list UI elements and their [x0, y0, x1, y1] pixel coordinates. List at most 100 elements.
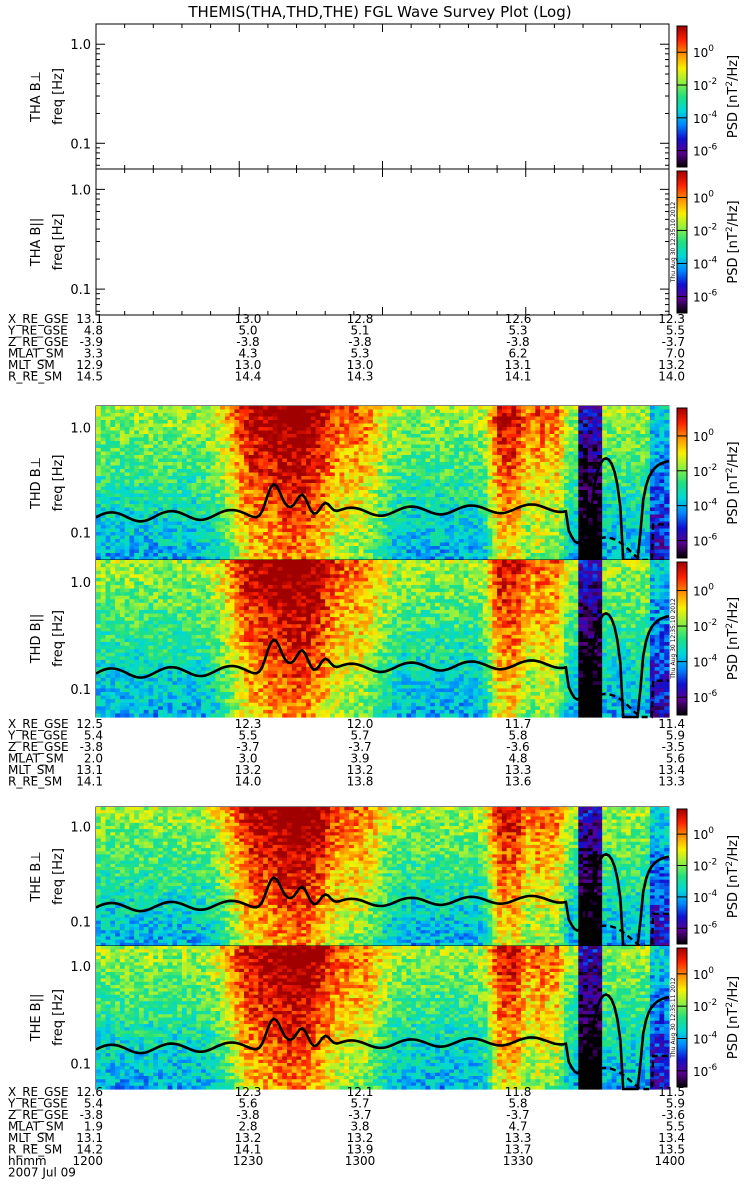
spectrogram-cell [372, 511, 379, 516]
spectrogram-cell [501, 486, 508, 491]
spectrogram-cell [392, 409, 398, 414]
spectrogram-cell [387, 420, 393, 425]
spectrogram-cell [291, 525, 298, 530]
spectrogram-cell [544, 409, 551, 414]
spectrogram-cell [296, 497, 302, 502]
spectrogram-cell [306, 525, 312, 530]
spectrogram-cell [334, 493, 341, 498]
spectrogram-cell [301, 423, 307, 428]
spectrogram-cell [415, 455, 422, 460]
spectrogram-cell [110, 444, 116, 449]
spectrogram-cell [162, 500, 169, 505]
spectrogram-cell [134, 448, 140, 453]
spectrogram-cell [105, 486, 111, 491]
spectrogram-cell [439, 444, 446, 449]
spectrogram-cell [244, 518, 250, 523]
spectrogram-cell [191, 535, 197, 540]
spectrogram-cell [506, 420, 513, 425]
spectrogram-cell [363, 448, 369, 453]
spectrogram-cell [134, 420, 140, 425]
spectrogram-cell [110, 423, 116, 428]
spectrogram-cell [344, 462, 350, 467]
spectrogram-cell [449, 525, 455, 530]
spectrogram-cell [368, 469, 374, 474]
spectrogram-cell [272, 504, 279, 509]
spectrogram-cell [191, 469, 197, 474]
spectrogram-cell [325, 444, 331, 449]
spectrogram-cell [239, 514, 245, 519]
spectrogram-cell [382, 472, 388, 477]
spectrogram-cell [358, 441, 365, 446]
spectrogram-cell [339, 465, 345, 470]
spectrogram-cell [96, 416, 102, 421]
spectrogram-cell [430, 406, 436, 411]
spectrogram-cell [358, 549, 365, 554]
spectrogram-cell [549, 427, 556, 432]
spectrogram-cell [516, 490, 522, 495]
spectrogram-cell [478, 423, 484, 428]
spectrogram-cell [282, 546, 288, 551]
spectrogram-cell [124, 511, 131, 516]
spectrogram-cell [181, 413, 188, 418]
spectrogram-cell [602, 514, 608, 519]
spectrogram-cell [406, 556, 412, 561]
spectrogram-cell [315, 549, 322, 554]
spectrogram-cell [473, 500, 479, 505]
spectrogram-cell [248, 469, 255, 474]
spectrogram-cell [544, 535, 551, 540]
spectrogram-cell [501, 406, 508, 411]
spectrogram-cell [353, 472, 360, 477]
spectrogram-cell [153, 472, 159, 477]
spectrogram-cell [339, 553, 345, 558]
spectrogram-cell [482, 490, 489, 495]
spectrogram-cell [458, 409, 465, 414]
spectrogram-cell [549, 504, 556, 509]
spectrogram-cell [573, 437, 579, 442]
spectrogram-cell [516, 549, 522, 554]
spectrogram-cell [382, 451, 388, 456]
spectrogram-cell [172, 423, 178, 428]
spectrogram-cell [430, 514, 436, 519]
spectrogram-cell [372, 409, 379, 414]
spectrogram-cell [310, 518, 317, 523]
spectrogram-cell [134, 511, 140, 516]
spectrogram-cell [549, 528, 556, 533]
spectrogram-cell [415, 507, 422, 512]
spectrogram-cell [153, 483, 159, 488]
spectrogram-cell [239, 441, 245, 446]
spectrogram-cell [310, 539, 317, 544]
spectrogram-cell [468, 434, 474, 439]
spectrogram-cell [253, 465, 259, 470]
spectrogram-cell [478, 458, 484, 463]
spectrogram-cell [248, 472, 255, 477]
spectrogram-cell [444, 465, 450, 470]
spectrogram-cell [568, 413, 575, 418]
spectrogram-cell [401, 556, 407, 561]
spectrogram-cell [234, 427, 240, 432]
spectrogram-cell [306, 483, 312, 488]
spectrogram-cell [368, 430, 374, 435]
spectrogram-cell [458, 441, 465, 446]
spectrogram-cell [239, 479, 245, 484]
spectrogram-cell [482, 518, 489, 523]
spectrogram-cell [511, 542, 517, 547]
spectrogram-cell [177, 448, 183, 453]
spectrogram-cell [568, 430, 575, 435]
spectrogram-cell [492, 528, 498, 533]
spectrogram-cell [382, 556, 388, 561]
spectrogram-cell [320, 507, 326, 512]
spectrogram-cell [196, 423, 202, 428]
spectrogram-cell [191, 504, 197, 509]
spectrogram-cell [525, 539, 532, 544]
spectrogram-cell [458, 535, 465, 540]
spectrogram-cell [578, 521, 584, 526]
spectrogram-cell [138, 486, 145, 491]
spectrogram-cell [186, 465, 193, 470]
colorbar-tick-base: 10 [693, 145, 708, 159]
spectrogram-cell [158, 409, 164, 414]
spectrogram-cell [559, 525, 565, 530]
spectrogram-cell [411, 444, 417, 449]
spectrogram-cell [277, 518, 283, 523]
spectrogram-cell [320, 469, 326, 474]
spectrogram-cell [568, 409, 575, 414]
